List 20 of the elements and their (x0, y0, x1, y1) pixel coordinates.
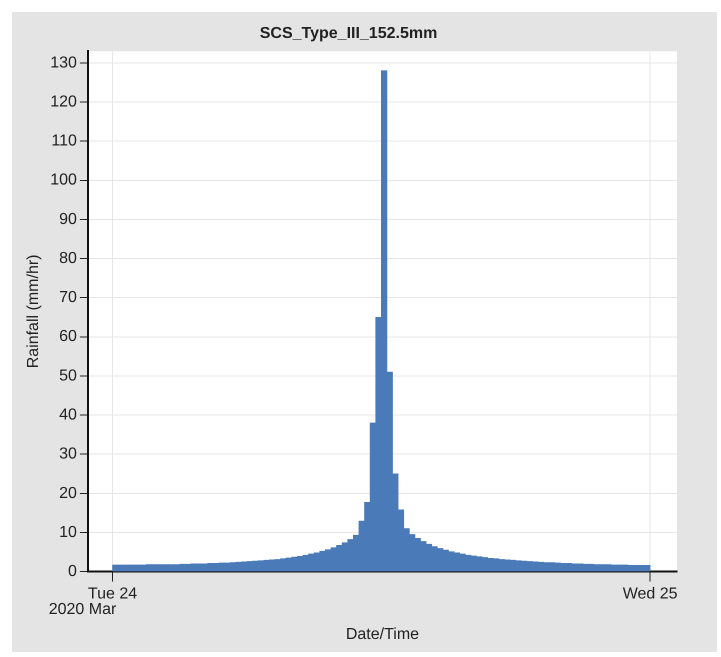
y-tick-label: 10 (59, 524, 77, 541)
y-tick-label: 40 (59, 406, 77, 424)
y-tick-label: 50 (59, 367, 77, 384)
y-tick-label: 130 (50, 54, 77, 72)
y-tick-label: 30 (59, 446, 77, 463)
y-tick-label: 110 (51, 132, 77, 150)
y-axis-title: Rainfall (mm/hr) (25, 254, 42, 368)
y-tick-label: 70 (59, 289, 77, 306)
text: 2020 Mar (48, 601, 118, 618)
x-axis-title: Date/Time (346, 626, 420, 643)
x-tick-label: Tue 24 (88, 586, 138, 603)
y-tick-label: 60 (59, 328, 77, 346)
y-tick-label: 80 (59, 250, 77, 267)
y-tick-label: 0 (68, 563, 77, 580)
x-tick-label: Wed 25 (622, 586, 678, 603)
chart-title: SCS_Type_III_152.5mm (260, 25, 438, 42)
y-tick-label: 120 (50, 93, 77, 110)
y-tick-label: 100 (50, 172, 77, 189)
y-tick-label: 90 (59, 210, 77, 228)
y-tick-label: 20 (59, 484, 77, 502)
